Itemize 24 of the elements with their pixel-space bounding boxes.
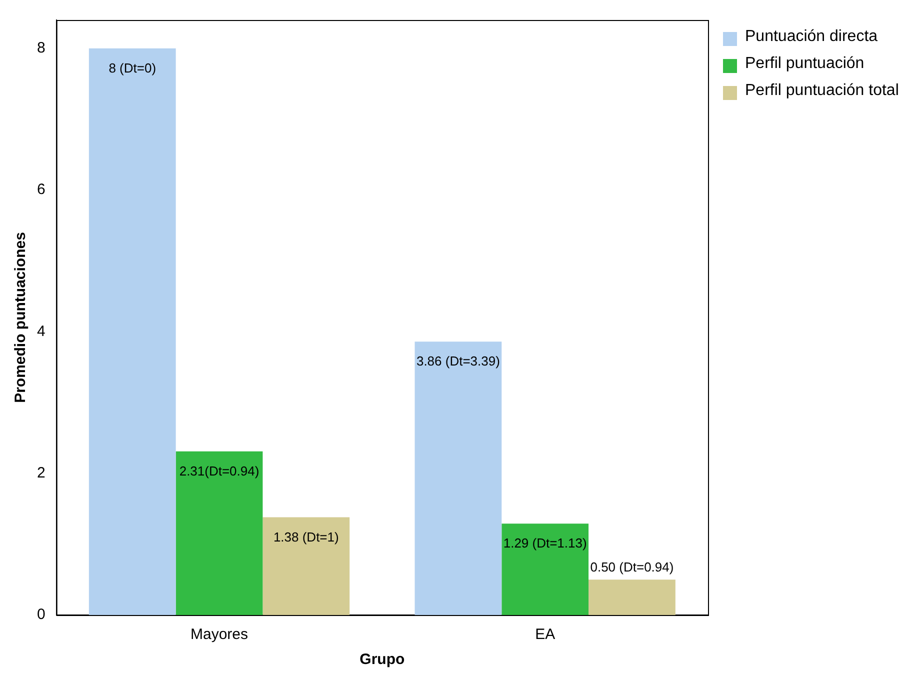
data-label: 2.31(Dt=0.94) — [179, 463, 260, 478]
bar — [414, 342, 502, 615]
data-label: 1.38 (Dt=1) — [273, 529, 339, 544]
y-tick-label: 0 — [37, 606, 46, 624]
y-tick-label: 6 — [37, 181, 46, 198]
y-tick-label: 4 — [37, 322, 46, 340]
x-tick-label: EA — [535, 626, 556, 644]
data-label: 1.29 (Dt=1.13) — [503, 536, 587, 551]
y-axis-title: Promedio puntuaciones — [12, 232, 30, 403]
x-axis-title: Grupo — [360, 651, 405, 668]
data-label: 8 (Dt=0) — [108, 60, 156, 76]
x-tick-label: Mayores — [190, 626, 248, 644]
bar — [262, 517, 350, 615]
legend-label: Perfil puntuación — [745, 54, 864, 74]
bar — [88, 48, 176, 615]
bar — [588, 580, 676, 615]
data-label: 3.86 (Dt=3.39) — [416, 354, 500, 369]
legend-label: Puntuación directa — [745, 27, 878, 47]
legend-label: Perfil puntuación total — [745, 81, 899, 101]
y-tick-label: 8 — [37, 39, 46, 56]
y-tick-label: 2 — [37, 464, 46, 482]
data-label: 0.50 (Dt=0.94) — [590, 560, 674, 575]
bar — [176, 451, 263, 615]
bar — [502, 524, 589, 615]
